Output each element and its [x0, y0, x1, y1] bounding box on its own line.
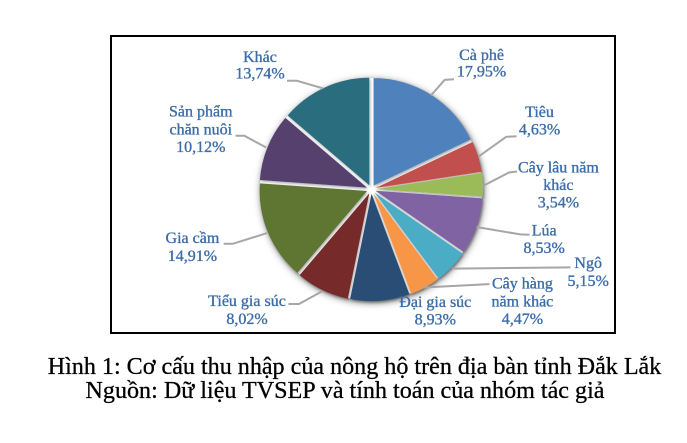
svg-text:Cây lâu năm: Cây lâu năm	[518, 159, 599, 176]
svg-text:khác: khác	[543, 177, 573, 194]
svg-text:4,63%: 4,63%	[519, 122, 560, 139]
svg-text:17,95%: 17,95%	[457, 64, 506, 81]
svg-text:Khác: Khác	[243, 49, 277, 66]
svg-text:4,47%: 4,47%	[502, 311, 543, 328]
svg-text:Cây hàng: Cây hàng	[492, 276, 553, 293]
svg-text:Lúa: Lúa	[532, 223, 557, 240]
svg-text:Sản phẩm: Sản phẩm	[169, 104, 233, 121]
svg-text:năm khác: năm khác	[492, 293, 554, 310]
svg-text:Ngô: Ngô	[574, 255, 602, 272]
svg-text:10,12%: 10,12%	[176, 139, 225, 156]
svg-text:13,74%: 13,74%	[235, 66, 284, 83]
svg-text:chăn nuôi: chăn nuôi	[169, 121, 232, 138]
svg-text:3,54%: 3,54%	[538, 194, 579, 211]
svg-text:14,91%: 14,91%	[168, 248, 217, 265]
svg-text:Gia cầm: Gia cầm	[166, 230, 220, 247]
svg-text:Cà phê: Cà phê	[459, 47, 504, 64]
svg-text:Tiểu gia súc: Tiểu gia súc	[208, 293, 286, 310]
svg-text:Tiêu: Tiêu	[525, 104, 554, 121]
svg-text:8,93%: 8,93%	[415, 311, 456, 328]
svg-text:Đại gia súc: Đại gia súc	[399, 294, 471, 311]
svg-text:8,02%: 8,02%	[226, 311, 267, 328]
svg-text:5,15%: 5,15%	[568, 273, 609, 290]
svg-text:8,53%: 8,53%	[524, 240, 565, 257]
